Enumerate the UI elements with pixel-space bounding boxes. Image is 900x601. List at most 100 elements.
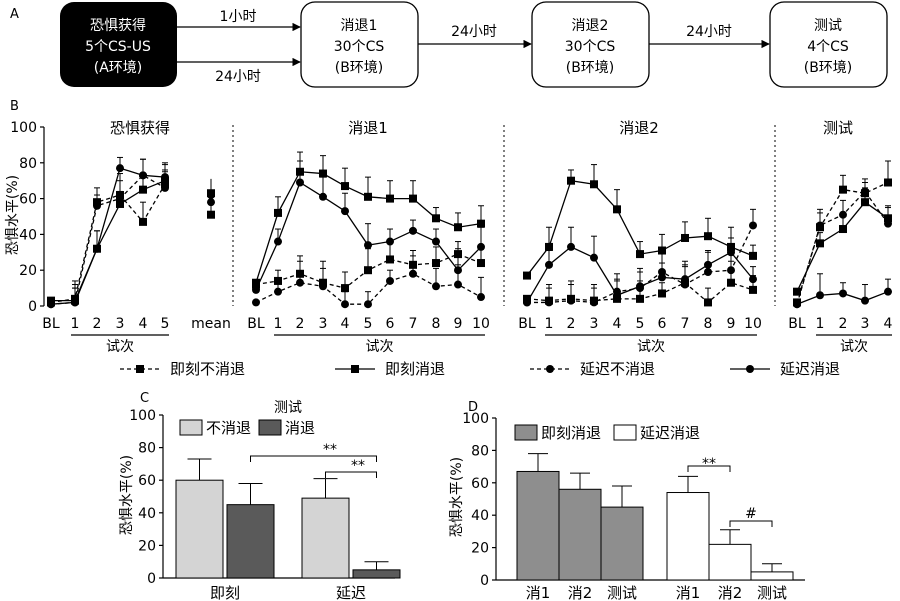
- b-point: [590, 180, 598, 189]
- b-x-tick-label: 10: [472, 316, 490, 332]
- b-x-tick-label: 6: [386, 316, 395, 332]
- d-bar: [666, 492, 710, 581]
- b-point: [319, 169, 327, 178]
- b-point: [139, 185, 147, 194]
- b-point: [681, 275, 689, 284]
- b-legend-marker: [746, 365, 754, 373]
- d-x-tick-label: 测试: [757, 584, 787, 601]
- b-y-tick-label: 20: [19, 263, 37, 279]
- panel-label-c: C: [140, 391, 149, 406]
- c-bar: [175, 479, 224, 579]
- b-xlabel: 试次: [637, 339, 665, 355]
- b-x-tick-label: 2: [567, 316, 576, 332]
- b-point: [884, 219, 892, 228]
- d-y-tick-label: 100: [462, 411, 489, 427]
- b-point: [454, 280, 462, 289]
- b-xlabel: 试次: [366, 339, 394, 355]
- b-point: [839, 289, 847, 298]
- b-x-tick-label: 2: [93, 316, 102, 332]
- b-ylabel: 恐惧水平(%): [5, 175, 21, 255]
- b-point: [116, 194, 124, 203]
- b-section-title: 测试: [823, 119, 853, 137]
- b-x-tick-label: BL: [518, 316, 536, 332]
- b-point: [590, 253, 598, 262]
- panel-label-d: D: [468, 400, 478, 415]
- b-point: [454, 223, 462, 232]
- b-legend-label: 延迟消退: [780, 360, 840, 378]
- c-y-tick-label: 60: [138, 473, 156, 489]
- b-x-tick-label: 5: [161, 316, 170, 332]
- b-point: [341, 207, 349, 216]
- b-point: [386, 276, 394, 285]
- d-y-tick-label: 40: [471, 508, 489, 524]
- b-point: [704, 298, 712, 307]
- b-point: [658, 246, 666, 255]
- b-point: [816, 291, 824, 300]
- b-point: [409, 226, 417, 235]
- d-legend-swatch: [613, 424, 637, 441]
- d-bar: [750, 571, 794, 581]
- b-point: [749, 285, 757, 294]
- d-x-tick-label: 消2: [718, 584, 743, 601]
- b-x-tick-label: 3: [319, 316, 328, 332]
- d-y-tick-label: 80: [471, 443, 489, 459]
- d-bar: [516, 470, 560, 581]
- d-y-tick-label: 60: [471, 476, 489, 492]
- b-section-title: 恐惧获得: [110, 119, 170, 137]
- arrow-label-24h-c: 24小时: [686, 24, 732, 40]
- b-point: [71, 298, 79, 307]
- b-legend-marker: [136, 365, 144, 373]
- b-y-tick-label: 60: [19, 192, 37, 208]
- b-point: [793, 287, 801, 296]
- b-point: [727, 248, 735, 257]
- b-point: [636, 250, 644, 259]
- b-x-tick-label: 5: [636, 316, 645, 332]
- b-x-tick-label: 1: [71, 316, 80, 332]
- b-series-line-3: [50, 167, 166, 305]
- c-x-tick-label: 延迟: [336, 584, 366, 601]
- box1-line2: 5个CS-US: [85, 39, 151, 55]
- d-y-tick-label: 0: [480, 573, 489, 589]
- box3-line2: 30个CS: [565, 39, 616, 55]
- b-point: [364, 266, 372, 275]
- b-series-line-0: [50, 183, 166, 304]
- box4-line3: (B环境): [804, 60, 853, 76]
- box4-line2: 4个CS: [807, 39, 849, 55]
- d-legend-label: 即刻消退: [541, 424, 601, 442]
- box2-line3: (B环境): [335, 60, 384, 76]
- b-point: [139, 217, 147, 226]
- b-point: [839, 210, 847, 219]
- b-legend-label: 即刻不消退: [170, 360, 245, 378]
- d-bar: [600, 506, 644, 581]
- box1-line3: (A环境): [94, 60, 143, 76]
- b-point: [139, 171, 147, 180]
- b-point: [432, 237, 440, 246]
- b-point: [545, 260, 553, 269]
- flow-box-ext1: 消退1 30个CS (B环境): [300, 1, 419, 88]
- box2-line1: 消退1: [341, 18, 378, 34]
- c-bar: [352, 569, 401, 579]
- b-point: [658, 273, 666, 282]
- b-point: [523, 298, 531, 307]
- b-point: [658, 289, 666, 298]
- b-y-tick-label: 80: [19, 156, 37, 172]
- b-point: [861, 187, 869, 196]
- b-point: [704, 232, 712, 241]
- b-point: [47, 300, 55, 309]
- d-sig-bracket-1: [687, 465, 731, 472]
- b-point: [341, 300, 349, 309]
- b-point: [161, 183, 169, 192]
- b-x-tick-label: 4: [341, 316, 350, 332]
- b-x-tick-label: 9: [727, 316, 736, 332]
- b-x-tick-label: 1: [274, 316, 283, 332]
- d-x-tick-label: 消1: [526, 584, 551, 601]
- c-bar: [226, 504, 275, 579]
- flow-box-test: 测试 4个CS (B环境): [769, 1, 888, 88]
- c-title: 测试: [274, 400, 302, 416]
- c-sig-bracket-2: [325, 471, 377, 478]
- panel-c-chart: 0 20 40 60 80 100 即刻 延迟 不消退 消退 ** **: [129, 408, 401, 601]
- b-point: [477, 259, 485, 268]
- b-point: [861, 198, 869, 207]
- b-point: [93, 244, 101, 253]
